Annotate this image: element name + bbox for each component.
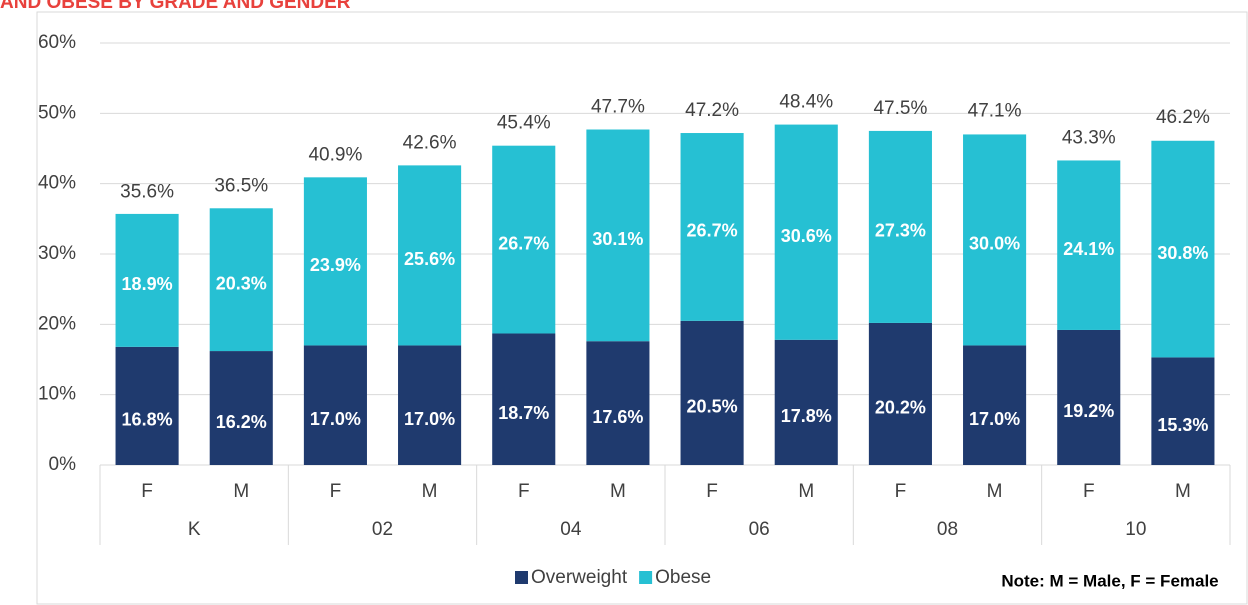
y-tick-label: 40% [38,173,76,194]
chart-title: AND OBESE BY GRADE AND GENDER [0,0,351,13]
x-tick-label: M [422,481,438,502]
bar-segment [303,345,367,465]
data-label: 18.9% [122,274,173,294]
group-label: 10 [1125,519,1146,540]
data-label: 26.7% [498,233,549,253]
data-label: 17.0% [969,409,1020,429]
x-tick-label: F [330,481,342,502]
data-label: 26.7% [687,221,738,241]
x-tick-label: F [895,481,907,502]
data-label: 19.2% [1063,401,1114,421]
bar-segment [1057,160,1121,330]
x-tick-label: M [1175,481,1191,502]
data-label: 18.7% [498,403,549,423]
data-label: 16.2% [216,412,267,432]
total-label: 35.6% [120,182,174,203]
total-label: 47.2% [685,100,739,121]
y-tick-label: 0% [49,454,77,475]
total-label: 47.7% [591,97,645,118]
total-label: 45.4% [497,113,551,134]
data-label: 30.8% [1157,243,1208,263]
bar-segment [680,320,744,465]
data-label: 30.1% [592,229,643,249]
bar-segment [774,339,838,465]
group-label: 04 [560,519,582,540]
y-tick-label: 50% [38,102,76,123]
data-label: 16.8% [122,410,173,430]
bar-segment [398,165,462,346]
group-label: 08 [937,519,958,540]
bar-segment [1057,329,1121,465]
data-label: 17.6% [592,407,643,427]
bar-segment [586,341,650,465]
bar-segment [1151,140,1215,358]
total-label: 46.2% [1156,107,1210,128]
x-tick-label: F [518,481,530,502]
data-label: 17.8% [781,406,832,426]
legend-swatch [515,571,528,584]
bar-segment [586,129,650,342]
total-label: 36.5% [214,175,268,196]
legend-swatch [639,571,653,584]
group-label: K [188,519,201,540]
data-label: 30.0% [969,234,1020,254]
x-tick-label: F [141,481,153,502]
data-label: 17.0% [310,409,361,429]
x-tick-label: M [798,481,814,502]
chart-frame [36,11,1248,605]
annotation: Note: M = Male, F = Female [1001,571,1218,590]
data-label: 23.9% [310,255,361,275]
bar-segment [398,345,462,465]
data-label: 15.3% [1157,415,1208,435]
y-tick-label: 30% [38,243,76,264]
bar-segment [680,133,744,321]
bar-segment [209,208,273,352]
legend-label: Overweight [531,567,628,588]
x-tick-label: M [233,481,249,502]
x-tick-label: F [706,481,718,502]
bar-segment [868,130,932,323]
total-label: 47.5% [873,98,927,119]
group-label: 02 [372,519,393,540]
data-label: 20.5% [687,397,738,417]
data-label: 20.2% [875,398,926,418]
bar-segment [115,213,179,347]
total-label: 43.3% [1062,127,1116,148]
bar-segment [492,333,556,465]
total-label: 40.9% [308,144,362,165]
data-label: 17.0% [404,409,455,429]
data-label: 20.3% [216,273,267,293]
y-tick-label: 60% [38,32,76,53]
bar-segment [115,346,179,465]
data-label: 30.6% [781,226,832,246]
x-tick-label: M [610,481,626,502]
data-label: 24.1% [1063,239,1114,259]
x-tick-label: M [987,481,1003,502]
bar-segment [963,134,1027,346]
total-label: 47.1% [968,101,1022,122]
legend-label: Obese [655,567,711,588]
data-label: 27.3% [875,221,926,241]
bar-segment [492,145,556,334]
total-label: 42.6% [403,132,457,153]
bar-segment [209,351,273,465]
x-tick-label: F [1083,481,1095,502]
y-tick-label: 10% [38,384,76,405]
bar-segment [963,345,1027,465]
bar-segment [303,177,367,346]
bar-segment [774,124,838,340]
group-label: 06 [749,519,770,540]
y-tick-label: 20% [38,313,76,334]
bar-segment [1151,357,1215,465]
data-label: 25.6% [404,249,455,269]
bar-segment [868,322,932,465]
total-label: 48.4% [779,92,833,113]
